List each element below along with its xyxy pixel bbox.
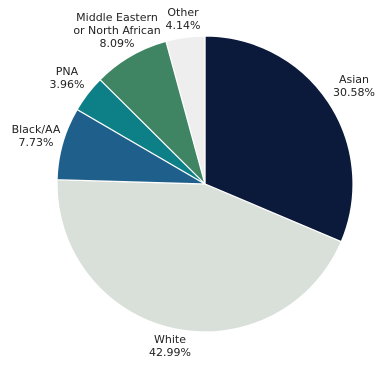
pie-label-line: Black/AA [12, 123, 61, 136]
pie-label-black-aa: Black/AA 7.73% [12, 123, 61, 149]
pie-label-line: 3.96% [50, 78, 85, 91]
pie-slice-asian [204, 35, 354, 243]
pie-label-middle-eastern-or-north-african: Middle Eastern or North African 8.09% [73, 11, 160, 50]
pie-label-line: 7.73% [19, 136, 54, 149]
pie-label-line: White [154, 333, 186, 346]
pie-slices [56, 35, 354, 333]
pie-label-line: 8.09% [100, 37, 135, 50]
pie-labels: Asian 30.58% White 42.99% Black/AA 7.73% PNA 3.… [12, 6, 375, 359]
pie-label-line: PNA [56, 65, 79, 78]
pie-label-line: Other [167, 6, 199, 19]
pie-label-line: Middle Eastern [76, 11, 158, 24]
pie-label-line: or North African [73, 24, 160, 37]
pie-label-other: Other 4.14% [166, 6, 201, 32]
pie-label-pna: PNA 3.96% [50, 65, 85, 91]
pie-label-line: 30.58% [333, 86, 375, 99]
pie-label-white: White 42.99% [149, 333, 191, 359]
pie-slice-other [165, 35, 206, 185]
pie-slice-white [56, 179, 343, 333]
pie-label-line: 42.99% [149, 346, 191, 359]
pie-label-line: Asian [339, 73, 369, 86]
pie-label-line: 4.14% [166, 19, 201, 32]
pie-label-asian: Asian 30.58% [333, 73, 375, 99]
